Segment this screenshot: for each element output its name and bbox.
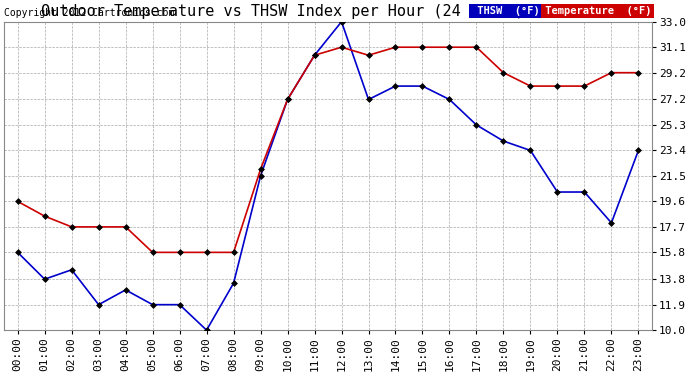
- Title: Outdoor Temperature vs THSW Index per Hour (24 Hours)  20121127: Outdoor Temperature vs THSW Index per Ho…: [41, 4, 615, 19]
- Text: Temperature  (°F): Temperature (°F): [540, 6, 652, 16]
- Text: THSW  (°F): THSW (°F): [471, 6, 540, 16]
- Text: Copyright 2012 Cartronics.com: Copyright 2012 Cartronics.com: [4, 8, 175, 18]
